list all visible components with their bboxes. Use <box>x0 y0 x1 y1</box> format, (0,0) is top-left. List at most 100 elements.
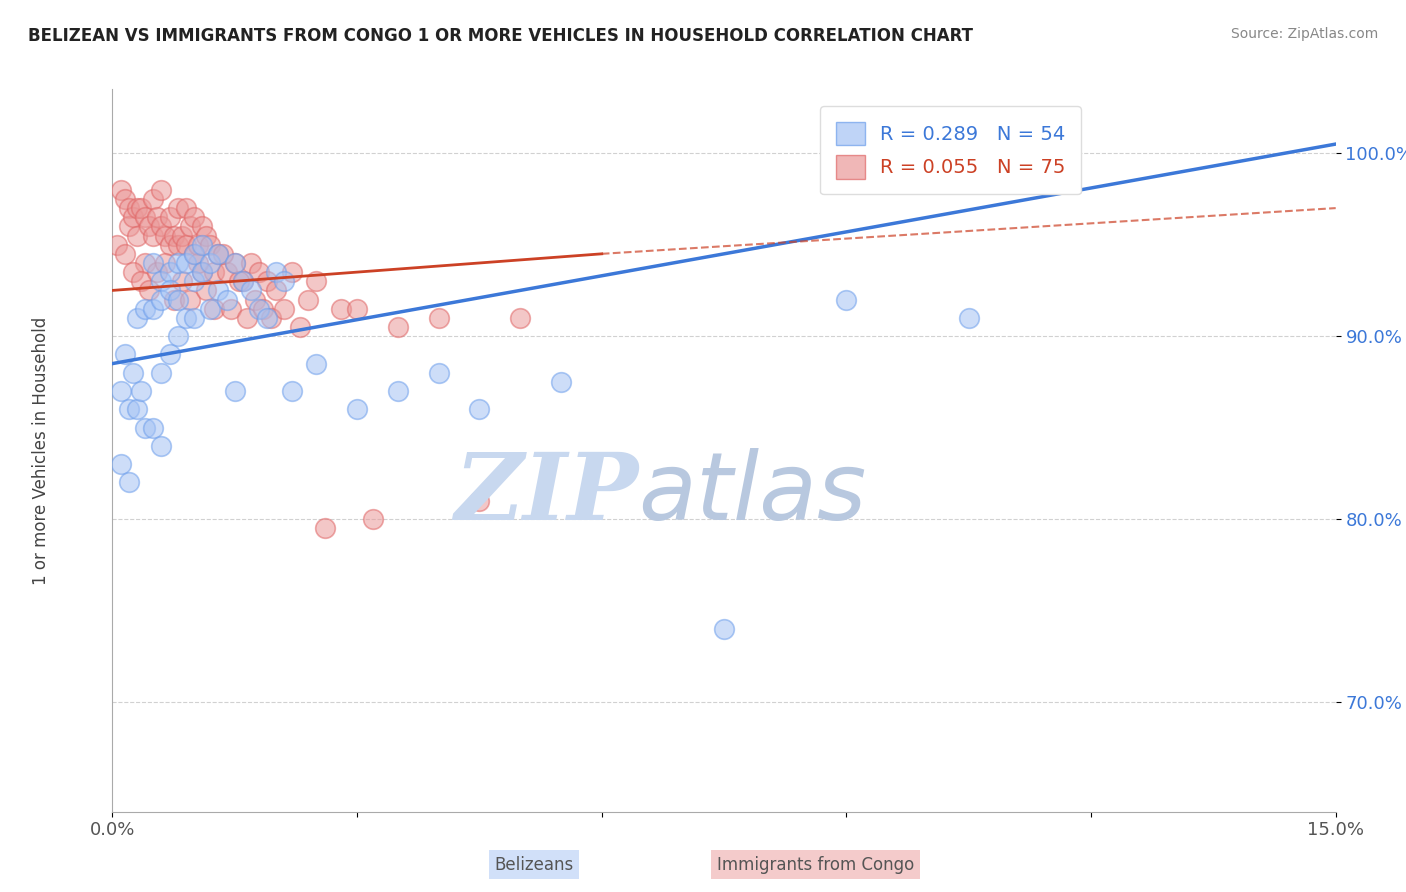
Point <box>219 301 242 316</box>
Point <box>159 265 181 279</box>
Point <box>240 256 263 270</box>
Point <box>245 293 267 307</box>
Text: ZIP: ZIP <box>454 449 638 539</box>
Point <box>195 284 218 298</box>
Point <box>191 237 214 252</box>
Point <box>159 211 181 225</box>
Point <box>129 201 152 215</box>
Point <box>224 256 246 270</box>
Point <box>155 228 177 243</box>
Point <box>835 293 858 307</box>
Point <box>305 357 328 371</box>
Point <box>363 512 385 526</box>
Point <box>125 310 148 325</box>
Point <box>122 265 145 279</box>
Point <box>288 320 311 334</box>
Point <box>138 284 160 298</box>
Point <box>346 402 368 417</box>
Point <box>122 211 145 225</box>
Point <box>129 384 152 398</box>
Point <box>232 274 254 288</box>
Point <box>134 211 156 225</box>
Point <box>228 274 250 288</box>
Point <box>159 347 181 361</box>
Point <box>207 284 229 298</box>
Point <box>179 219 201 234</box>
Point <box>110 384 132 398</box>
Point <box>183 274 205 288</box>
Point <box>134 256 156 270</box>
Point <box>509 310 531 325</box>
Point <box>224 384 246 398</box>
Point <box>183 247 205 261</box>
Point <box>207 247 229 261</box>
Text: atlas: atlas <box>638 449 866 540</box>
Point <box>134 301 156 316</box>
Point <box>118 402 141 417</box>
Point <box>129 274 152 288</box>
Point <box>236 310 259 325</box>
Point <box>427 310 450 325</box>
Point <box>166 293 188 307</box>
Point <box>183 310 205 325</box>
Point <box>150 293 173 307</box>
Point <box>387 320 409 334</box>
Point <box>247 301 270 316</box>
Point <box>174 201 197 215</box>
Point <box>273 301 295 316</box>
Point <box>468 493 491 508</box>
Point <box>114 247 136 261</box>
Point <box>114 347 136 361</box>
Point <box>170 274 193 288</box>
Point <box>150 439 173 453</box>
Point <box>387 384 409 398</box>
Point <box>187 256 209 270</box>
Point <box>114 192 136 206</box>
Point <box>174 237 197 252</box>
Point <box>187 237 209 252</box>
Point <box>159 284 181 298</box>
Point <box>118 475 141 490</box>
Point <box>118 201 141 215</box>
Point <box>264 284 287 298</box>
Text: Immigrants from Congo: Immigrants from Congo <box>717 855 914 873</box>
Point <box>150 183 173 197</box>
Point <box>134 420 156 434</box>
Point <box>297 293 319 307</box>
Point <box>183 247 205 261</box>
Point <box>150 274 173 288</box>
Point <box>110 183 132 197</box>
Point <box>215 293 238 307</box>
Point <box>125 402 148 417</box>
Point <box>150 366 173 380</box>
Point <box>200 237 222 252</box>
Point <box>211 247 233 261</box>
Point <box>125 228 148 243</box>
Point <box>125 201 148 215</box>
Point <box>247 265 270 279</box>
Point <box>105 237 128 252</box>
Point <box>204 265 226 279</box>
Point <box>281 384 304 398</box>
Point <box>264 265 287 279</box>
Point <box>191 265 214 279</box>
Point <box>207 247 229 261</box>
Point <box>468 402 491 417</box>
Point <box>281 265 304 279</box>
Point <box>142 256 165 270</box>
Point <box>191 265 214 279</box>
Text: Source: ZipAtlas.com: Source: ZipAtlas.com <box>1230 27 1378 41</box>
Point <box>146 265 169 279</box>
Point <box>191 219 214 234</box>
Point <box>252 301 274 316</box>
Point <box>200 256 222 270</box>
Y-axis label: 1 or more Vehicles in Household: 1 or more Vehicles in Household <box>32 317 51 584</box>
Point <box>713 622 735 636</box>
Point <box>159 237 181 252</box>
Point <box>314 521 336 535</box>
Point <box>305 274 328 288</box>
Point <box>166 201 188 215</box>
Point <box>273 274 295 288</box>
Text: BELIZEAN VS IMMIGRANTS FROM CONGO 1 OR MORE VEHICLES IN HOUSEHOLD CORRELATION CH: BELIZEAN VS IMMIGRANTS FROM CONGO 1 OR M… <box>28 27 973 45</box>
Point <box>163 228 186 243</box>
